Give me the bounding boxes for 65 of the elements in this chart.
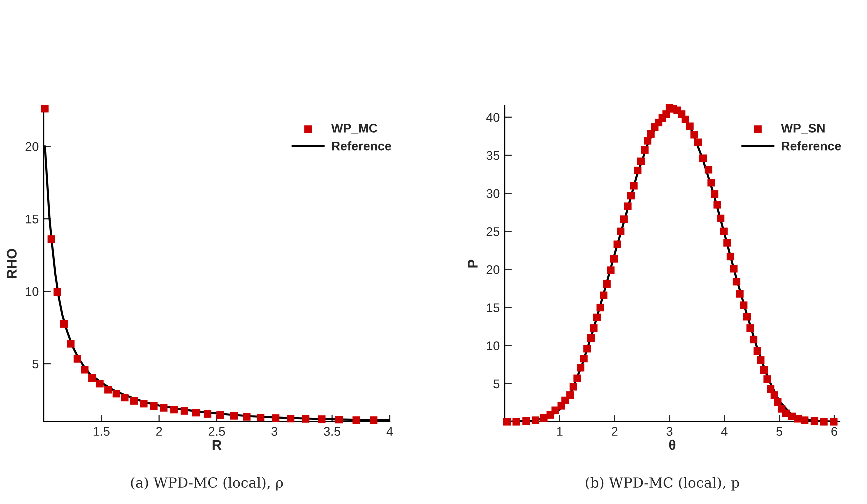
y-axis-title: RHO [7, 249, 17, 279]
point [41, 105, 49, 113]
y-tick-label: 10 [487, 342, 500, 351]
y-tick-label: 20 [486, 266, 500, 274]
point [370, 416, 378, 424]
legend-label: WP_MC [331, 124, 378, 134]
point [287, 415, 295, 423]
point [74, 355, 82, 363]
point [48, 236, 56, 244]
y-tick-label: 15 [26, 214, 39, 224]
x-tick-label: 3 [272, 427, 278, 436]
point [318, 416, 326, 424]
point [335, 416, 344, 424]
y-tick-label: 25 [486, 227, 500, 236]
point [180, 407, 189, 415]
point [67, 340, 75, 348]
point [352, 416, 360, 424]
y-tick-label: 10 [26, 287, 39, 296]
text: (a) WPD-MC (local), ρ [131, 477, 284, 491]
x-tick-label: 5 [776, 427, 783, 436]
point [257, 414, 265, 422]
legend-label: WP_SN [781, 124, 825, 134]
point [112, 390, 120, 398]
y-tick-label: 5 [32, 360, 39, 369]
point [204, 410, 212, 418]
point [170, 406, 178, 414]
x-tick-label: 1 [557, 427, 563, 436]
y-tick-label: 15 [487, 304, 500, 312]
x-tick-label: 2 [612, 427, 618, 436]
text: (b) WPD-MC (local), p [586, 477, 740, 491]
point [272, 414, 280, 422]
point [88, 374, 96, 382]
y-tick-label: 30 [486, 189, 500, 198]
x-tick-label: 6 [832, 427, 838, 436]
x-tick-label: 3.5 [324, 427, 340, 436]
point [216, 411, 224, 419]
point [192, 409, 200, 417]
y-tick-label: 20 [26, 142, 39, 152]
point [160, 404, 168, 412]
y-tick-label: 35 [486, 151, 500, 160]
x-tick-label: 1.5 [94, 427, 110, 436]
point [121, 394, 129, 402]
x-axis-title: R [212, 440, 222, 450]
point [150, 402, 158, 410]
point [130, 397, 138, 405]
y-axis-title: P [468, 260, 478, 268]
point [81, 366, 89, 374]
x-tick-label: 4 [721, 427, 728, 436]
point [140, 400, 148, 408]
point [230, 412, 238, 420]
y-tick-label: 5 [494, 380, 500, 389]
point [96, 380, 104, 388]
legend-label: Reference [332, 142, 392, 151]
x-tick-label: 4 [386, 427, 394, 436]
x-tick-label: 2.5 [208, 427, 226, 436]
point [243, 413, 251, 421]
x-tick-label: 2 [156, 427, 162, 436]
x-tick-label: 3 [666, 427, 673, 436]
point [60, 320, 68, 328]
x-axis-title: θ [669, 440, 676, 450]
point [104, 386, 112, 394]
y-tick-label: 40 [486, 113, 500, 122]
legend-label: Reference [782, 142, 842, 151]
point [302, 415, 310, 423]
point [54, 288, 62, 296]
